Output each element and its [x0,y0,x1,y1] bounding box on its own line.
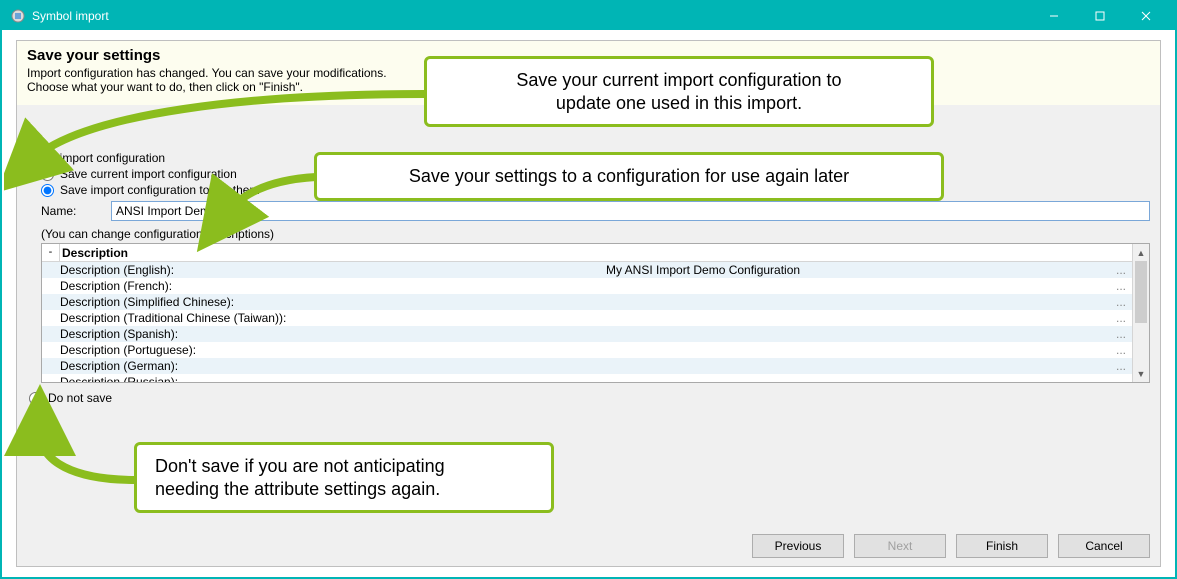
symbol-import-window: Symbol import Save your settings Import … [0,0,1177,579]
table-row[interactable]: Description (Spanish):... [42,326,1132,342]
table-row[interactable]: Description (English):My ANSI Import Dem… [42,262,1132,278]
next-button[interactable]: Next [854,534,946,558]
desc-row-ellipsis[interactable]: ... [1110,279,1132,293]
desc-row-ellipsis[interactable]: ... [1110,263,1132,277]
desc-expander-icon[interactable]: - [42,244,60,261]
desc-row-label: Description (Portuguese): [42,343,602,357]
radio-save-current[interactable] [41,168,54,181]
description-table-inner: - Description Description (English):My A… [42,244,1132,382]
name-label: Name: [41,204,111,218]
scroll-track[interactable] [1133,261,1149,365]
table-row[interactable]: Description (Russian):... [42,374,1132,382]
scroll-down-icon[interactable]: ▼ [1133,365,1149,382]
wizard-footer: Previous Next Finish Cancel [17,526,1160,566]
radio-do-not-save-label: Do not save [48,391,112,405]
desc-scrollbar[interactable]: ▲ ▼ [1132,244,1149,382]
desc-row-label: Description (Spanish): [42,327,602,341]
cancel-button[interactable]: Cancel [1058,534,1150,558]
desc-rows: Description (English):My ANSI Import Dem… [42,262,1132,382]
maximize-button[interactable] [1077,2,1123,30]
scroll-thumb[interactable] [1135,261,1147,323]
callout-save-another: Save your settings to a configuration fo… [314,152,944,201]
table-row[interactable]: Description (Portuguese):... [42,342,1132,358]
config-hint: (You can change configuration descriptio… [41,227,1150,241]
desc-row-ellipsis[interactable]: ... [1110,311,1132,325]
desc-row-label: Description (French): [42,279,602,293]
table-row[interactable]: Description (Simplified Chinese):... [42,294,1132,310]
desc-table-header[interactable]: - Description [42,244,1132,262]
scroll-up-icon[interactable]: ▲ [1133,244,1149,261]
table-row[interactable]: Description (French):... [42,278,1132,294]
titlebar[interactable]: Symbol import [2,2,1175,30]
name-input[interactable] [111,201,1150,221]
radio-do-not-save-row[interactable]: Do not save [29,391,1150,405]
close-button[interactable] [1123,2,1169,30]
window-title: Symbol import [32,9,109,23]
desc-row-ellipsis[interactable]: ... [1110,359,1132,373]
app-icon [10,8,26,24]
desc-row-ellipsis[interactable]: ... [1110,375,1132,382]
desc-row-label: Description (German): [42,359,602,373]
radio-save-another[interactable] [41,184,54,197]
name-row: Name: [41,201,1150,221]
desc-row-label: Description (English): [42,263,602,277]
finish-button[interactable]: Finish [956,534,1048,558]
callout-1-line2: update one used in this import. [445,92,913,115]
desc-row-ellipsis[interactable]: ... [1110,295,1132,309]
radio-do-not-save[interactable] [29,392,42,405]
callout-save-current: Save your current import configuration t… [424,56,934,127]
description-table: - Description Description (English):My A… [41,243,1150,383]
callout-1-line1: Save your current import configuration t… [445,69,913,92]
table-row[interactable]: Description (Traditional Chinese (Taiwan… [42,310,1132,326]
callout-3-line1: Don't save if you are not anticipating [155,455,533,478]
desc-row-label: Description (Traditional Chinese (Taiwan… [42,311,602,325]
client-area: Save your settings Import configuration … [4,32,1173,575]
desc-row-ellipsis[interactable]: ... [1110,343,1132,357]
desc-row-ellipsis[interactable]: ... [1110,327,1132,341]
callout-2-text: Save your settings to a configuration fo… [409,166,849,186]
radio-save-another-label: Save import configuration to another f [60,183,260,197]
radio-save-current-label: Save current import configuration [60,167,237,181]
desc-header-label: Description [60,246,1132,260]
table-row[interactable]: Description (German):... [42,358,1132,374]
callout-do-not-save: Don't save if you are not anticipating n… [134,442,554,513]
minimize-button[interactable] [1031,2,1077,30]
desc-row-value: My ANSI Import Demo Configuration [602,263,1110,277]
desc-row-label: Description (Russian): [42,375,602,382]
callout-3-line2: needing the attribute settings again. [155,478,533,501]
desc-row-label: Description (Simplified Chinese): [42,295,602,309]
previous-button[interactable]: Previous [752,534,844,558]
